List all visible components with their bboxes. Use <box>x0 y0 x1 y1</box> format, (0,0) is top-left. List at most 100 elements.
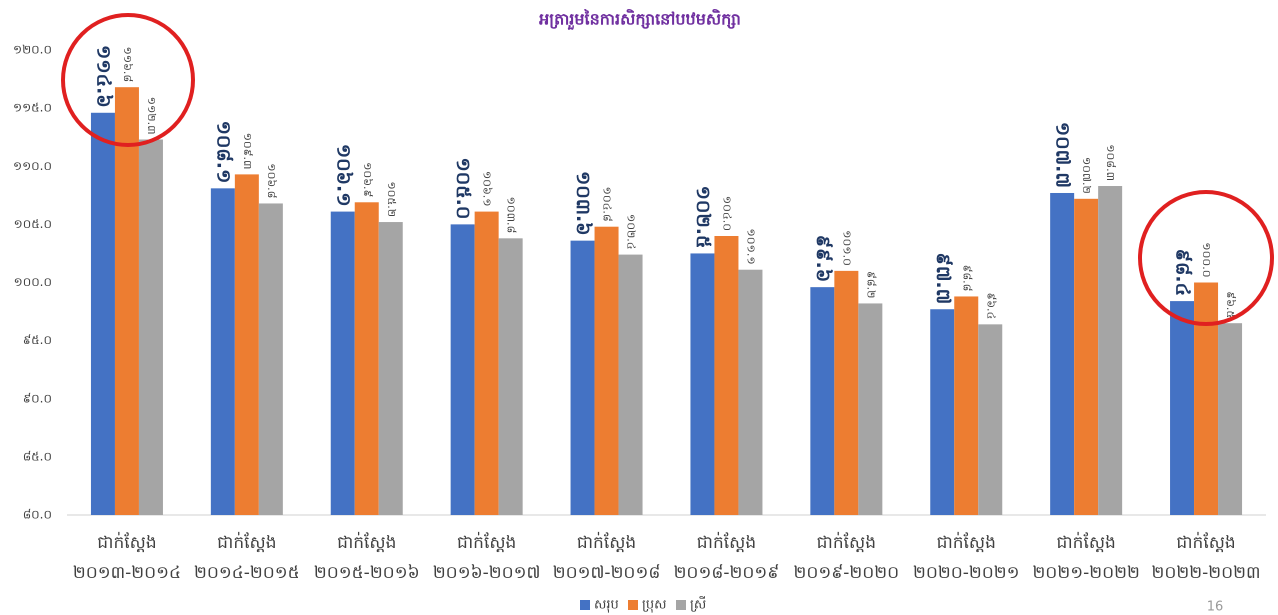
bar <box>1098 186 1123 515</box>
bar <box>1074 198 1099 516</box>
legend-swatch <box>628 600 638 610</box>
bar <box>498 238 523 515</box>
x-tick-label: ២០១៥-២០១៦ <box>314 563 420 583</box>
bar <box>738 269 763 515</box>
x-tick-label: ជាក់ស្តែង <box>577 531 636 553</box>
x-tick-label: ជាក់ស្តែង <box>97 531 156 553</box>
legend-swatch <box>676 600 686 610</box>
x-tick-label: ២០១៩-២០២០ <box>793 563 899 583</box>
bar <box>978 324 1003 515</box>
x-tick-label: ២០១៣-២០១៤ <box>73 563 181 583</box>
bar <box>570 240 595 515</box>
page-number: 16 <box>1207 600 1224 615</box>
value-label: ៩៦.៤ <box>984 292 997 319</box>
bar <box>1218 323 1243 515</box>
value-label: ៩៦.៥ <box>1224 291 1237 318</box>
value-label: ១០៩.៣ <box>241 133 254 170</box>
value-label: ១០៨.១ <box>212 120 234 183</box>
value-label: ១០២.៥ <box>692 186 714 249</box>
y-tick-label: ១១០.០ <box>13 159 52 173</box>
y-tick-label: ៨៥.០ <box>23 449 52 463</box>
y-tick-label: ១២០.០ <box>13 43 52 57</box>
value-label: ១០១.០ <box>840 230 853 266</box>
value-label: ១០៤.៨ <box>601 187 614 222</box>
value-label: ១០៦.៩ <box>361 162 374 197</box>
bar <box>114 87 139 515</box>
legend-label: ប្រុស <box>642 598 667 614</box>
bar <box>594 226 619 515</box>
bar <box>138 139 163 515</box>
x-tick-label: ជាក់ស្តែង <box>1176 531 1235 553</box>
value-label: ១១២.៣ <box>145 97 158 135</box>
bar <box>210 188 235 515</box>
bar <box>378 222 403 516</box>
bar <box>90 112 115 516</box>
y-tick-label: ១០០.០ <box>14 275 52 289</box>
value-label: ១០៨.៣ <box>1104 144 1117 181</box>
bar <box>930 309 955 515</box>
bar <box>354 202 379 515</box>
y-tick-label: ១០៥.០ <box>14 217 52 231</box>
value-label: ៩៧.៧ <box>932 252 954 304</box>
value-label: ១០៤.០ <box>720 196 733 231</box>
y-tick-label: ៨០.០ <box>23 508 52 522</box>
x-tick-label: ជាក់ស្តែង <box>457 531 516 553</box>
bar <box>1194 282 1219 515</box>
value-label: ១១៦.៨ <box>121 46 134 82</box>
legend-swatch <box>580 600 590 610</box>
x-tick-label: ២០២១-២០២២ <box>1032 563 1139 583</box>
value-label: ១០៧.៧ <box>1052 122 1074 188</box>
bar <box>474 211 499 515</box>
x-tick-label: ២០២០-២០២១ <box>913 563 1020 583</box>
bar <box>618 254 643 515</box>
value-label: ៩៩.៦ <box>812 235 834 283</box>
bar <box>1170 301 1195 515</box>
x-tick-label: ២០១៨-២០១៩ <box>674 563 780 583</box>
x-tick-label: ២០១៧-២០១៨ <box>553 563 661 583</box>
legend-label: ស្រី <box>690 596 706 613</box>
y-tick-label: ១១៥.០ <box>13 101 52 115</box>
y-tick-label: ៩០.០ <box>23 391 52 405</box>
bar <box>714 236 739 515</box>
x-tick-label: ជាក់ស្តែង <box>817 531 876 553</box>
value-label: ១០៣.៦ <box>572 171 594 236</box>
bar <box>450 224 475 515</box>
value-label: ៩៨.៨ <box>960 265 973 292</box>
x-tick-label: ជាក់ស្តែង <box>1056 531 1115 553</box>
bar <box>258 203 283 515</box>
value-label: ១១៤.៦ <box>92 45 114 108</box>
value-label: ១០២.៤ <box>625 214 638 250</box>
value-label: ១០៦.៨ <box>265 163 278 198</box>
value-label: ១០១.១ <box>744 228 757 264</box>
x-tick-label: ២០១៦-២០១៧ <box>433 563 541 583</box>
highlight-circle <box>1138 190 1274 326</box>
value-label: ៩៨.៤ <box>1172 249 1194 297</box>
highlight-circle <box>61 13 195 147</box>
value-label: ១០៥.២ <box>385 181 398 217</box>
bar <box>834 270 859 515</box>
x-tick-label: ជាក់ស្តែង <box>937 531 996 553</box>
x-tick-label: ២០២២-២០២៣ <box>1152 563 1261 583</box>
legend-label: សរុប <box>594 598 619 614</box>
x-tick-label: ២០១៤-២០១៥ <box>194 563 300 583</box>
x-tick-label: ជាក់ស្តែង <box>697 531 756 553</box>
value-label: ១០៧.២ <box>1080 157 1093 194</box>
x-tick-label: ជាក់ស្តែង <box>337 531 396 553</box>
value-label: ១០០.០ <box>1200 242 1213 277</box>
bar <box>234 174 259 515</box>
bar <box>954 296 979 515</box>
bar <box>858 303 883 515</box>
bar <box>330 211 355 515</box>
bar <box>1050 192 1075 516</box>
value-label: ១០៣.៨ <box>505 197 518 234</box>
value-label: ៩៨.២ <box>864 271 877 298</box>
value-label: ១០៥.០ <box>452 157 474 219</box>
value-label: ១០៦.១ <box>481 171 494 207</box>
x-tick-label: ជាក់ស្តែង <box>217 531 276 553</box>
y-tick-label: ៩៥.០ <box>23 333 52 347</box>
chart-title: អត្រារួមនៃការសិក្សានៅបឋមសិក្សា <box>539 9 741 31</box>
value-label: ១០៦.១ <box>332 144 354 207</box>
bar <box>690 253 715 515</box>
bar <box>810 287 835 515</box>
